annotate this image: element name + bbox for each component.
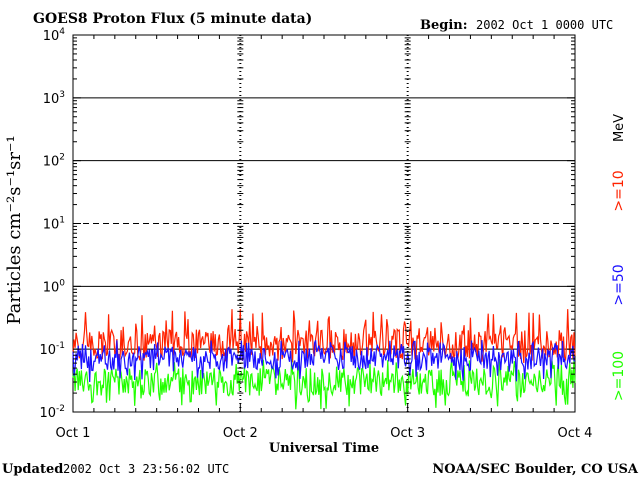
- begin-label: Begin:: [420, 18, 468, 33]
- series-line-ge100: [72, 358, 576, 410]
- y-tick-label-6: 104: [43, 27, 66, 44]
- x-tick-label-1: Oct 2: [223, 426, 258, 441]
- legend-ge100: >=100: [611, 351, 627, 401]
- chart-title: GOES8 Proton Flux (5 minute data): [33, 11, 312, 27]
- y-tick-label-5: 103: [43, 90, 65, 107]
- y-tick-label-2: 100: [43, 278, 66, 295]
- y-tick-label-3: 101: [43, 216, 65, 233]
- updated-value: 2002 Oct 3 23:56:02 UTC: [63, 462, 229, 476]
- reference-lines: [73, 97, 575, 350]
- x-tick-label-3: Oct 4: [558, 426, 593, 441]
- legend-ge50: >=50: [611, 264, 627, 305]
- legend: MeV >=10 >=50 >=100: [611, 114, 627, 401]
- x-axis: Oct 1 Oct 2 Oct 3 Oct 4: [56, 35, 593, 441]
- updated-label: Updated: [2, 462, 63, 477]
- y-tick-label-1: 10-1: [39, 341, 65, 358]
- series-layer: [72, 308, 576, 410]
- x-axis-label: Universal Time: [269, 441, 379, 456]
- series-line-ge50: [72, 340, 576, 383]
- y-tick-label-0: 10-2: [39, 404, 65, 421]
- x-tick-label-0: Oct 1: [56, 426, 91, 441]
- y-tick-label-4: 102: [43, 153, 65, 170]
- y-axis: 10-2 10-1 100 101 102 103 104: [39, 27, 575, 421]
- footer-credit: NOAA/SEC Boulder, CO USA: [432, 462, 639, 477]
- legend-unit-mev: MeV: [612, 114, 627, 142]
- y-axis-label: Particles cm⁻²s⁻¹sr⁻¹: [4, 135, 25, 324]
- begin-value: 2002 Oct 1 0000 UTC: [476, 18, 613, 32]
- legend-ge10: >=10: [611, 170, 627, 211]
- day-separators: [239, 35, 409, 412]
- x-tick-label-2: Oct 3: [390, 426, 425, 441]
